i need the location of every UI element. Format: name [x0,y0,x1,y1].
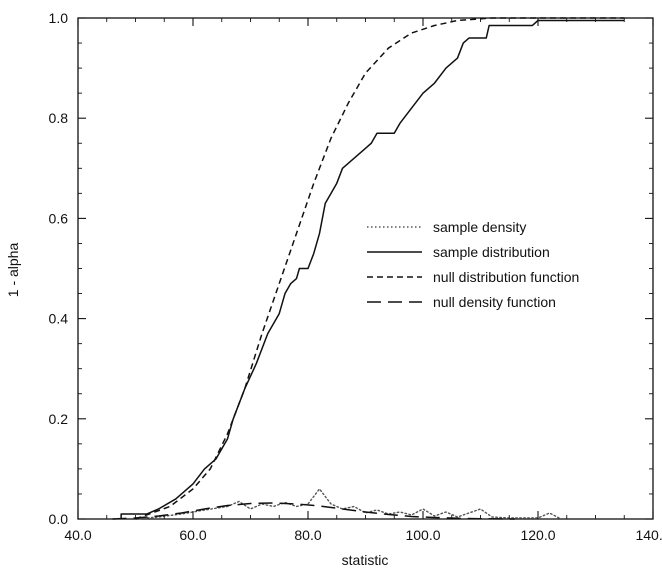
x-tick-label: 120.0 [520,527,555,543]
x-axis: 40.0 60.0 80.0 100.0 120.0 140.0 [64,18,662,543]
y-tick-label: 1.0 [49,10,69,26]
x-tick-label: 100.0 [405,527,440,543]
y-tick-label: 0.6 [49,210,69,226]
x-tick-label: 140.0 [635,527,662,543]
y-tick-label: 0.2 [49,411,69,427]
y-tick-label: 0.4 [49,311,69,327]
series-line-3 [135,17,625,520]
series-line-1 [134,488,562,520]
x-tick-label: 40.0 [64,527,91,543]
y-axis-label: 1 - alpha [5,243,21,298]
x-axis-label: statistic [342,552,389,568]
legend-label: sample distribution [433,244,550,260]
y-tick-label: 0.8 [49,110,69,126]
series-layer [112,17,625,520]
legend-item: null density function [367,294,556,310]
legend-label: null distribution function [433,269,579,285]
x-tick-label: 80.0 [294,527,321,543]
legend: sample density sample distribution null di… [367,219,579,310]
y-axis: 0.0 0.2 0.4 0.6 0.8 1.0 [49,10,653,527]
series-line-4 [112,502,516,520]
y-tick-label: 0.0 [49,511,69,527]
legend-label: null density function [433,294,556,310]
legend-item: null distribution function [367,269,579,285]
legend-item: sample distribution [367,244,550,260]
legend-item: sample density [367,219,526,235]
legend-label: sample density [433,219,526,235]
x-tick-label: 60.0 [179,527,206,543]
